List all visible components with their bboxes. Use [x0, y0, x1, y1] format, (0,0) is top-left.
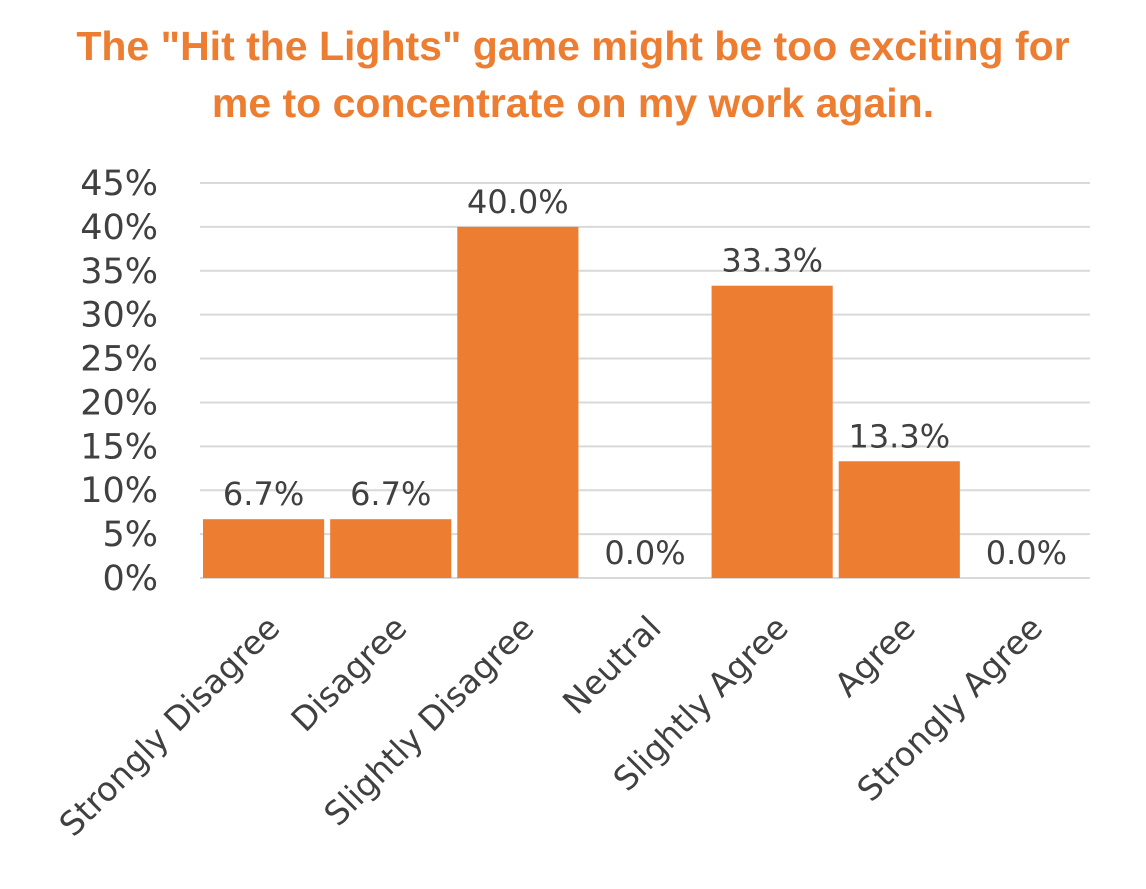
y-tick-label: 40%: [80, 208, 158, 248]
data-label: 33.3%: [721, 242, 823, 280]
category-label: Strongly Disagree: [52, 608, 288, 844]
y-tick-label: 0%: [102, 559, 158, 599]
y-tick-label: 45%: [80, 164, 158, 204]
bar: [330, 519, 452, 578]
bars: [203, 226, 960, 578]
category-label: Neutral: [555, 608, 669, 722]
chart-title-line-2: me to concentrate on my work again.: [211, 80, 935, 126]
data-label: 0.0%: [604, 534, 685, 572]
y-tick-label: 10%: [80, 471, 158, 511]
bar: [203, 519, 325, 578]
category-label: Agree: [827, 608, 923, 704]
data-label: 40.0%: [467, 183, 569, 221]
y-tick-label: 20%: [80, 383, 158, 423]
data-label: 0.0%: [986, 534, 1067, 572]
category-label: Disagree: [283, 608, 414, 739]
data-labels: 6.7% 6.7% 40.0% 0.0% 33.3% 13.3% 0.0%: [223, 183, 1067, 572]
bar: [457, 226, 579, 578]
bar: [838, 461, 960, 578]
y-tick-label: 25%: [80, 340, 158, 380]
data-label: 6.7%: [223, 475, 304, 513]
data-label: 13.3%: [848, 417, 950, 455]
bar: [711, 285, 833, 578]
y-axis-tick-labels: 0%5%10%15%20%25%30%35%40%45%: [80, 164, 158, 599]
chart-title: The "Hit the Lights" game might be too e…: [0, 18, 1146, 132]
category-label: Slightly Disagree: [316, 608, 541, 833]
data-label: 6.7%: [350, 475, 431, 513]
gridlines: [200, 182, 1090, 579]
y-tick-label: 5%: [102, 515, 158, 555]
y-tick-label: 30%: [80, 296, 158, 336]
y-tick-label: 35%: [80, 252, 158, 292]
chart-title-line-1: The "Hit the Lights" game might be too e…: [76, 23, 1070, 69]
y-tick-label: 15%: [80, 427, 158, 467]
